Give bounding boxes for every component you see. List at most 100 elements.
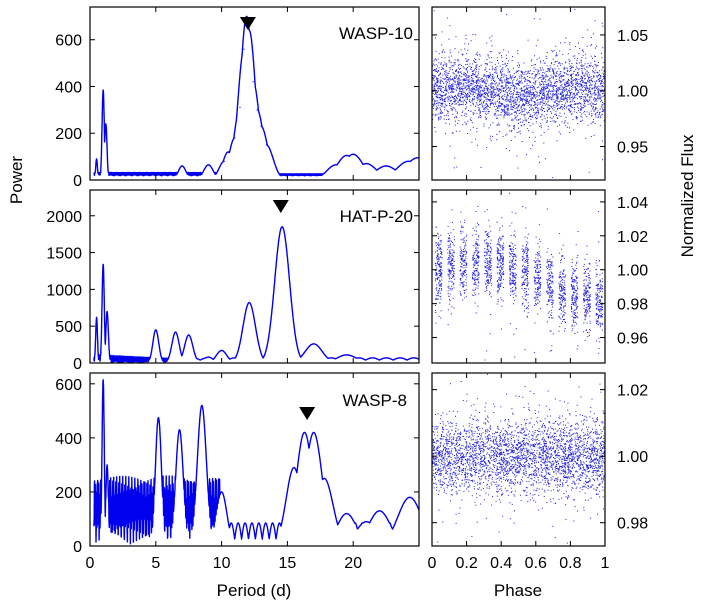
flux-point [525,73,527,75]
flux-point [441,288,443,290]
flux-point [583,289,585,291]
flux-point [567,53,569,55]
flux-point [478,93,480,95]
flux-point [586,290,588,292]
flux-point [453,97,455,99]
flux-point [500,253,502,255]
flux-point [485,270,487,272]
flux-point [517,50,519,52]
flux-point [583,99,585,101]
flux-point [515,93,517,95]
flux-point [432,84,434,86]
flux-point [530,60,532,62]
flux-point [513,272,515,274]
flux-point [547,284,549,286]
periodogram-curve [93,15,420,177]
flux-point [578,107,579,109]
flux-point [452,276,454,278]
flux-point [534,140,536,142]
flux-point [473,259,475,261]
periodogram-peak-12 [227,151,229,153]
flux-point [569,99,571,101]
flux-point [444,115,446,117]
flux-point [461,73,462,75]
flux-point [500,75,502,77]
flux-point [563,312,565,314]
flux-point [550,276,552,278]
flux-point [497,94,499,96]
flux-point [585,309,586,311]
flux-point [537,110,539,112]
flux-point [510,288,512,289]
flux-point [450,240,452,242]
flux-point [467,63,469,65]
flux-point [552,68,554,70]
flux-point [552,317,554,319]
flux-point [564,284,566,286]
flux-point [490,265,492,267]
flux-point [449,287,451,289]
flux-point [466,113,468,115]
flux-point [567,82,569,84]
flux-point [575,88,577,90]
flux-point [542,94,544,96]
flux-point [589,310,591,312]
flux-point [476,76,478,78]
flux-point [505,113,506,115]
flux-point [580,65,582,67]
flux-point [599,108,601,110]
flux-point [462,100,464,102]
flux-point [436,91,438,93]
flux-point [488,261,490,263]
flux-point [561,63,563,65]
flux-point [559,85,561,87]
flux-point [563,99,565,101]
flux-point [463,284,465,286]
flux-point [450,95,452,97]
flux-point [587,273,589,274]
flux-point [487,279,489,281]
flux-point [458,60,460,62]
flux-point [473,88,475,89]
flux-point [465,79,467,81]
flux-point [554,85,556,87]
flux-point [490,230,492,232]
flux-point [584,86,586,88]
flux-point [557,96,559,98]
flux-point [520,77,522,79]
flux-point [457,87,459,89]
flux-point [522,249,524,251]
flux-point [468,87,470,89]
flux-point [598,314,600,316]
flux-point [482,93,484,95]
flux-point [600,90,602,92]
flux-point [447,324,449,325]
flux-point [511,254,513,256]
flux-point [502,98,504,100]
flux-point [447,258,449,260]
flux-point [541,101,543,103]
flux-point [503,49,505,51]
flux-point [591,108,593,110]
periodogram-peak-12 [378,510,381,512]
flux-point [574,301,576,303]
flux-point [563,286,564,288]
flux-point [575,316,577,318]
flux-point [584,279,586,281]
flux-point [517,53,519,55]
flux-point [465,253,467,255]
flux-point [545,98,547,100]
flux-point [542,60,544,62]
flux-point [531,98,533,100]
flux-point [514,115,516,117]
flux-point [488,88,490,90]
flux-point [595,116,597,118]
flux-point [504,63,506,65]
flux-point [565,97,567,99]
flux-point [454,76,455,78]
flux-point [537,103,539,105]
flux-point [533,96,535,98]
flux-point [475,102,477,104]
flux-point [538,288,540,290]
flux-point [484,260,486,262]
